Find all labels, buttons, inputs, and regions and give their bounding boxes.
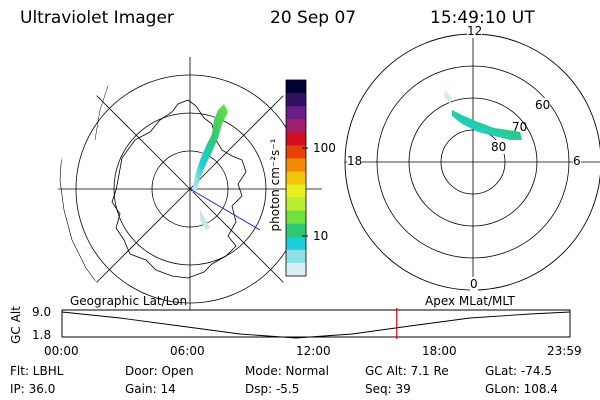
colorbar-segment [286,145,306,159]
colorbar-tick-100: 100 [313,141,336,155]
info-glon: GLon: 108.4 [485,382,558,396]
mlat-label-70: 70 [512,120,528,134]
info-gc-alt: GC Alt: 7.1 Re [365,364,449,378]
colorbar-segment [286,119,306,133]
info-glat: GLat: -74.5 [485,364,552,378]
mlat-label-60: 60 [535,98,551,112]
timeline-y-min: 1.8 [32,328,52,342]
mlt-label-0: 0 [470,277,478,291]
geographic-map [58,57,322,321]
time-tick-2359: 23:59 [547,344,582,358]
timeline-left-label: Geographic Lat/Lon [70,294,188,308]
polar-mlt-plot [344,33,600,291]
info-flt: Flt: LBHL [10,364,64,378]
colorbar-segment [286,197,306,212]
mlt-label-12: 12 [467,24,483,38]
colorbar-segment [286,262,306,277]
timeline-y-max: 9.0 [32,305,52,319]
info-dsp: Dsp: -5.5 [245,382,300,396]
mlt-label-6: 6 [573,154,581,168]
colorbar-segment [286,236,306,251]
instrument-title: Ultraviolet Imager [20,8,174,28]
altitude-curve [61,311,571,339]
timeline-right-label: Apex MLat/MLT [425,294,515,308]
timeline-y-axis-title: GC Alt [9,306,23,344]
colorbar-tick-10: 10 [313,229,329,243]
colorbar-segment [286,80,306,94]
colorbar-segment [286,184,306,199]
time-tick-1800: 18:00 [422,344,457,358]
observation-time: 15:49:10 UT [430,8,535,28]
mlt-label-18: 18 [347,154,363,168]
colorbar-segment [286,249,306,264]
observation-date: 20 Sep 07 [270,8,357,28]
info-seq: Seq: 39 [365,382,411,396]
colorbar-segment [286,210,306,225]
sun-direction-line [189,188,261,231]
colorbar-segment [286,171,306,186]
info-door: Door: Open [125,364,194,378]
coastline [111,99,247,279]
colorbar-segment [286,158,306,172]
info-ip: IP: 36.0 [10,382,56,396]
colorbar-segment [286,106,306,120]
info-gain: Gain: 14 [125,382,176,396]
info-mode: Mode: Normal [245,364,329,378]
time-tick-1200: 12:00 [296,344,331,358]
mlat-label-80: 80 [491,140,507,154]
colorbar [285,79,308,277]
colorbar-segment [286,132,306,146]
colorbar-unit-label: photon cm⁻²s⁻¹ [268,138,282,232]
aurora-emission-mlt [452,110,522,140]
time-tick-0000: 00:00 [44,344,79,358]
time-tick-0600: 06:00 [170,344,205,358]
aurora-emission-geo [192,104,228,192]
colorbar-segment [286,223,306,238]
colorbar-segment [286,93,306,107]
colorbar-frame [285,79,307,277]
orbit-timeline [61,308,571,339]
